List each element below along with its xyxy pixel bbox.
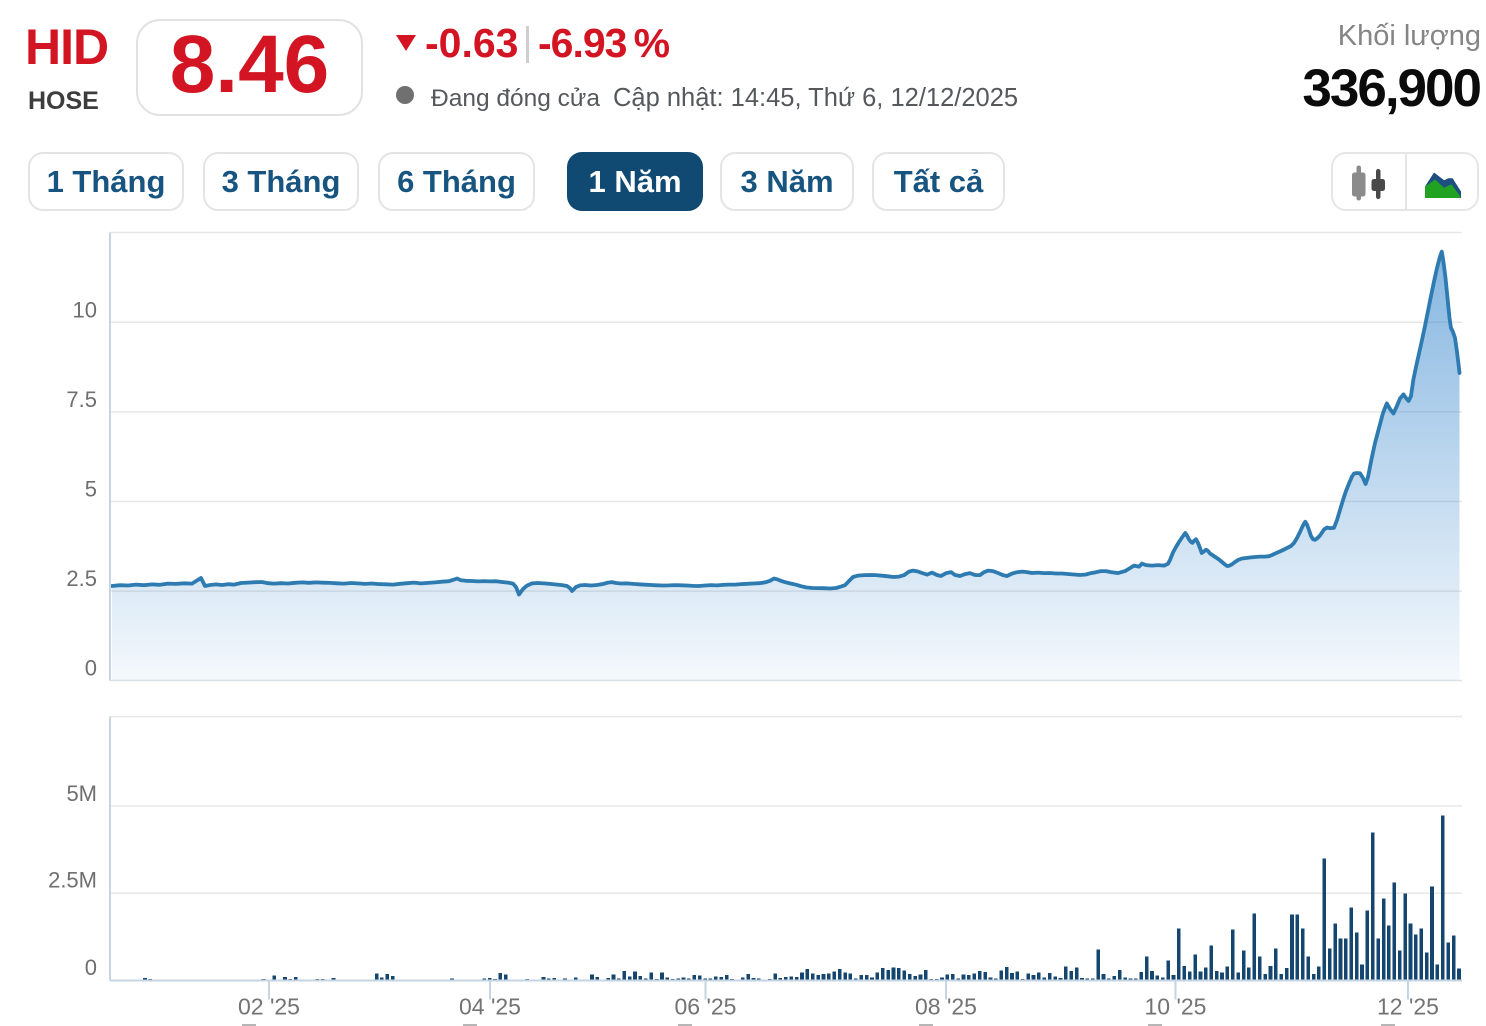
svg-text:5M: 5M xyxy=(66,781,97,806)
svg-text:2.5M: 2.5M xyxy=(48,868,97,893)
svg-text:7.5: 7.5 xyxy=(66,387,97,412)
svg-text:10 '25: 10 '25 xyxy=(1145,994,1207,1020)
svg-text:2.5: 2.5 xyxy=(66,566,97,591)
svg-text:12 '25: 12 '25 xyxy=(1377,994,1439,1020)
svg-text:06 '25: 06 '25 xyxy=(675,994,737,1020)
svg-text:10: 10 xyxy=(73,298,97,323)
svg-text:5: 5 xyxy=(85,477,97,502)
svg-text:0: 0 xyxy=(85,656,97,681)
svg-text:04 '25: 04 '25 xyxy=(459,994,521,1020)
svg-text:08 '25: 08 '25 xyxy=(915,994,977,1020)
svg-text:02 '25: 02 '25 xyxy=(238,994,300,1020)
svg-text:0: 0 xyxy=(85,955,97,980)
